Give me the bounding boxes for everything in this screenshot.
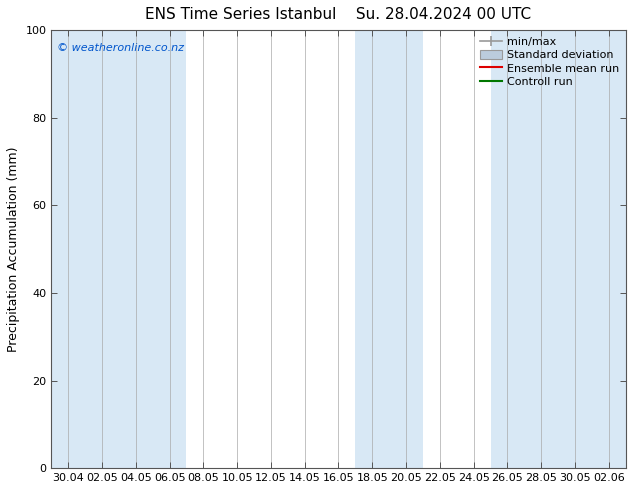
Bar — [51, 30, 119, 468]
Bar — [119, 30, 186, 468]
Legend: min/max, Standard deviation, Ensemble mean run, Controll run: min/max, Standard deviation, Ensemble me… — [477, 33, 623, 90]
Bar — [356, 30, 423, 468]
Bar — [491, 30, 558, 468]
Y-axis label: Precipitation Accumulation (mm): Precipitation Accumulation (mm) — [7, 147, 20, 352]
Bar — [558, 30, 626, 468]
Text: © weatheronline.co.nz: © weatheronline.co.nz — [57, 43, 184, 53]
Title: ENS Time Series Istanbul    Su. 28.04.2024 00 UTC: ENS Time Series Istanbul Su. 28.04.2024 … — [145, 7, 531, 22]
